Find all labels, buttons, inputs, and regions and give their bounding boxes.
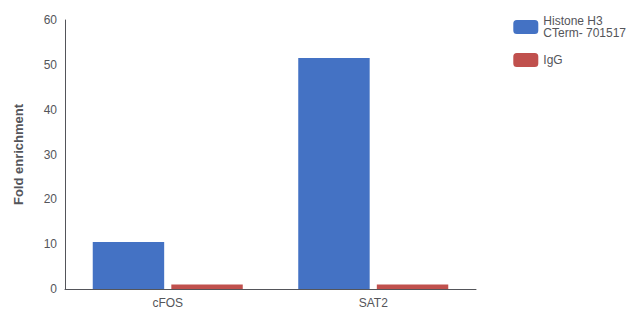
svg-text:Fold enrichment: Fold enrichment <box>11 103 26 205</box>
svg-text:40: 40 <box>44 103 58 117</box>
svg-text:20: 20 <box>44 192 58 206</box>
svg-text:cFOS: cFOS <box>152 296 183 310</box>
svg-text:10: 10 <box>44 237 58 251</box>
svg-text:CTerm- 701517: CTerm- 701517 <box>543 26 626 40</box>
svg-text:30: 30 <box>44 148 58 162</box>
svg-text:50: 50 <box>44 58 58 72</box>
svg-text:60: 60 <box>44 13 58 27</box>
svg-text:Histone H3: Histone H3 <box>543 14 603 28</box>
svg-text:0: 0 <box>50 282 57 296</box>
svg-text:IgG: IgG <box>543 53 562 67</box>
svg-text:SAT2: SAT2 <box>359 296 388 310</box>
